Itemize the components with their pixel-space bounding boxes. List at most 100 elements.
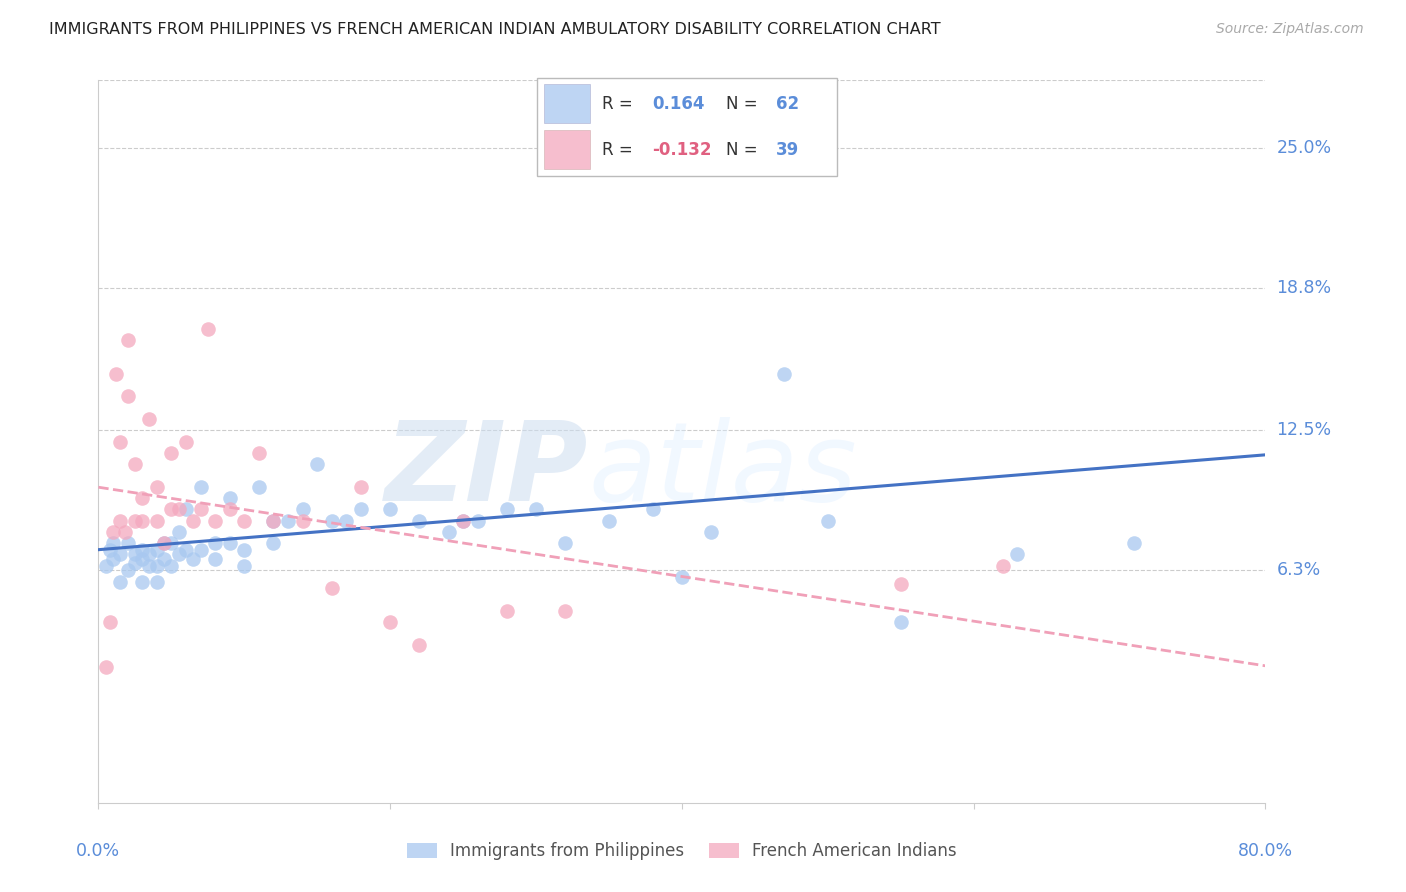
Point — [131, 491, 153, 505]
Text: 80.0%: 80.0% — [1237, 842, 1294, 860]
Point — [124, 548, 146, 562]
Point — [554, 604, 576, 618]
FancyBboxPatch shape — [537, 78, 838, 177]
Point — [146, 480, 169, 494]
Text: 0.164: 0.164 — [652, 95, 704, 112]
Point — [131, 552, 153, 566]
Text: atlas: atlas — [589, 417, 858, 524]
Text: Source: ZipAtlas.com: Source: ZipAtlas.com — [1216, 22, 1364, 37]
Point — [451, 514, 474, 528]
Point — [204, 536, 226, 550]
Point — [641, 502, 664, 516]
Point — [321, 582, 343, 596]
Point — [233, 514, 256, 528]
Point — [773, 367, 796, 381]
Point — [94, 660, 117, 674]
Point — [437, 524, 460, 539]
Point — [380, 615, 402, 630]
Point — [247, 480, 270, 494]
Point — [98, 542, 121, 557]
Point — [291, 502, 314, 516]
Point — [408, 514, 430, 528]
Point — [181, 514, 204, 528]
Point — [1123, 536, 1146, 550]
Point — [700, 524, 723, 539]
Text: 62: 62 — [776, 95, 799, 112]
Point — [146, 514, 169, 528]
Point — [110, 434, 132, 449]
Point — [467, 514, 489, 528]
Point — [131, 514, 153, 528]
Point — [554, 536, 576, 550]
Point — [138, 548, 160, 562]
Text: R =: R = — [602, 141, 638, 159]
Point — [110, 514, 132, 528]
Point — [524, 502, 547, 516]
Point — [291, 514, 314, 528]
Point — [160, 536, 183, 550]
Text: 0.0%: 0.0% — [76, 842, 121, 860]
Point — [146, 542, 169, 557]
FancyBboxPatch shape — [544, 130, 591, 169]
Point — [380, 502, 402, 516]
Point — [218, 536, 240, 550]
Point — [110, 574, 132, 589]
Point — [124, 557, 146, 571]
Point — [277, 514, 299, 528]
Point — [496, 604, 519, 618]
Point — [262, 514, 284, 528]
Point — [160, 558, 183, 573]
Point — [262, 536, 284, 550]
Point — [190, 480, 212, 494]
Point — [124, 514, 146, 528]
Point — [167, 524, 190, 539]
Point — [451, 514, 474, 528]
Point — [101, 524, 124, 539]
Point — [138, 412, 160, 426]
Text: N =: N = — [725, 141, 763, 159]
Point — [94, 558, 117, 573]
Point — [991, 558, 1014, 573]
Text: 12.5%: 12.5% — [1277, 421, 1331, 439]
Point — [117, 389, 139, 403]
Point — [153, 536, 176, 550]
Text: R =: R = — [602, 95, 638, 112]
Point — [114, 524, 136, 539]
Point — [190, 542, 212, 557]
Point — [174, 434, 197, 449]
Point — [174, 502, 197, 516]
Point — [160, 502, 183, 516]
Point — [350, 502, 373, 516]
Point — [496, 502, 519, 516]
Point — [153, 552, 176, 566]
Point — [671, 570, 693, 584]
Point — [197, 321, 219, 335]
Point — [167, 502, 190, 516]
Point — [247, 446, 270, 460]
Text: 6.3%: 6.3% — [1277, 561, 1320, 579]
Text: 39: 39 — [776, 141, 799, 159]
Point — [181, 552, 204, 566]
Point — [890, 615, 912, 630]
Text: IMMIGRANTS FROM PHILIPPINES VS FRENCH AMERICAN INDIAN AMBULATORY DISABILITY CORR: IMMIGRANTS FROM PHILIPPINES VS FRENCH AM… — [49, 22, 941, 37]
Point — [190, 502, 212, 516]
Point — [1007, 548, 1029, 562]
Point — [218, 491, 240, 505]
Point — [307, 457, 329, 471]
FancyBboxPatch shape — [544, 84, 591, 123]
Point — [730, 95, 752, 110]
Point — [321, 514, 343, 528]
Point — [167, 548, 190, 562]
Point — [131, 574, 153, 589]
Point — [890, 576, 912, 591]
Point — [124, 457, 146, 471]
Point — [204, 514, 226, 528]
Point — [817, 514, 839, 528]
Point — [138, 558, 160, 573]
Point — [104, 367, 127, 381]
Point — [335, 514, 357, 528]
Point — [262, 514, 284, 528]
Point — [101, 536, 124, 550]
Point — [233, 542, 256, 557]
Text: -0.132: -0.132 — [652, 141, 711, 159]
